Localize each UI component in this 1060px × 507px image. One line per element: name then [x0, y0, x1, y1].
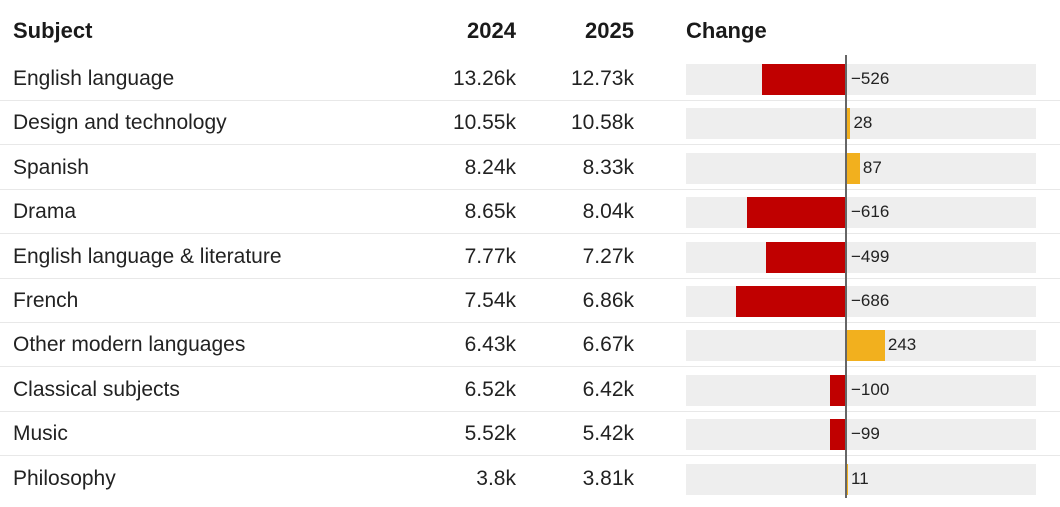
change-bar-background [686, 197, 1036, 229]
change-value-label: −616 [851, 202, 890, 222]
row-divider [0, 455, 1060, 457]
table-row: Other modern languages 6.43k 6.67k 243 [0, 323, 1060, 368]
row-divider [0, 233, 1060, 235]
row-divider [0, 144, 1060, 146]
subject-cell: English language & literature [13, 244, 282, 268]
value-2025-cell: 6.42k [582, 377, 634, 401]
row-divider [0, 100, 1060, 101]
change-value-label: −686 [851, 291, 890, 310]
change-value-label: −100 [851, 379, 890, 399]
value-2025-cell: 6.67k [582, 333, 634, 357]
change-bar [830, 374, 846, 406]
table-row: English language 13.26k 12.73k −526 [0, 57, 1060, 101]
value-2025-cell: 7.27k [582, 244, 634, 268]
table-row: Drama 8.65k 8.04k −616 [0, 190, 1060, 235]
row-divider [0, 366, 1060, 368]
row-divider [0, 188, 1060, 190]
value-2024-cell: 7.54k [464, 289, 516, 312]
change-bar [846, 152, 860, 184]
table-row: French 7.54k 6.86k −686 [0, 279, 1060, 323]
change-bar [766, 241, 846, 273]
change-bar [761, 64, 846, 95]
change-bar-background [686, 374, 1036, 406]
value-2025-cell: 3.81k [582, 466, 634, 490]
header-2024: 2024 [467, 18, 516, 43]
value-2024-cell: 6.43k [464, 333, 516, 357]
change-bar-background [686, 108, 1036, 140]
value-2024-cell: 13.26k [452, 67, 516, 90]
subject-cell: Drama [13, 200, 77, 224]
row-divider [0, 410, 1060, 412]
subject-cell: French [13, 289, 79, 312]
change-bar [846, 108, 851, 140]
value-2025-cell: 5.42k [582, 422, 634, 446]
table-row: Philosophy 3.8k 3.81k 11 [0, 457, 1060, 501]
change-value-label: 87 [862, 157, 882, 177]
change-zero-line [845, 55, 847, 498]
change-value-label: 11 [851, 468, 869, 488]
subject-cell: Philosophy [13, 466, 116, 490]
value-2024-cell: 8.24k [464, 155, 516, 179]
subject-cell: Other modern languages [13, 333, 246, 357]
header-2025: 2025 [585, 18, 634, 43]
subject-cell: Spanish [13, 155, 89, 179]
value-2024-cell: 8.65k [464, 200, 516, 224]
header-subject: Subject [13, 18, 93, 43]
value-2025-cell: 12.73k [570, 67, 634, 90]
header-change: Change [686, 18, 767, 43]
change-value-label: 243 [887, 335, 917, 355]
change-bar [846, 463, 848, 495]
value-2024-cell: 10.55k [452, 111, 516, 135]
change-value-label: −99 [851, 424, 880, 444]
table-row: Music 5.52k 5.42k −99 [0, 412, 1060, 457]
value-2024-cell: 6.52k [464, 377, 516, 401]
value-2025-cell: 8.04k [582, 200, 634, 224]
table-row: Spanish 8.24k 8.33k 87 [0, 146, 1060, 190]
change-bar-background [686, 241, 1036, 273]
value-2025-cell: 6.86k [582, 289, 634, 312]
change-value-label: −499 [851, 246, 890, 266]
change-bar-background [686, 463, 1036, 495]
value-2025-cell: 8.33k [582, 155, 634, 179]
subject-cell: Music [13, 422, 68, 446]
subject-cell: Classical subjects [13, 377, 180, 401]
change-bar-background [686, 419, 1036, 451]
change-value-label: 28 [853, 113, 873, 133]
row-divider [0, 322, 1060, 323]
value-2024-cell: 3.8k [476, 466, 516, 490]
change-bar [830, 419, 846, 451]
value-2025-cell: 10.58k [570, 111, 634, 135]
subject-cell: English language [13, 67, 175, 90]
change-bar [846, 330, 885, 362]
change-bar [736, 286, 846, 317]
row-divider [0, 277, 1060, 279]
table-row: Classical subjects 6.52k 6.42k −100 [0, 368, 1060, 412]
change-bar-background [686, 64, 1036, 95]
value-2024-cell: 5.52k [464, 422, 516, 446]
value-2024-cell: 7.77k [464, 244, 516, 268]
change-bar [747, 197, 846, 229]
change-value-label: −526 [851, 69, 890, 88]
change-bar-background [686, 152, 1036, 184]
table-row: Design and technology 10.55k 10.58k 28 [0, 101, 1060, 146]
table-row: English language & literature 7.77k 7.27k −… [0, 235, 1060, 279]
subject-cell: Design and technology [13, 111, 227, 135]
